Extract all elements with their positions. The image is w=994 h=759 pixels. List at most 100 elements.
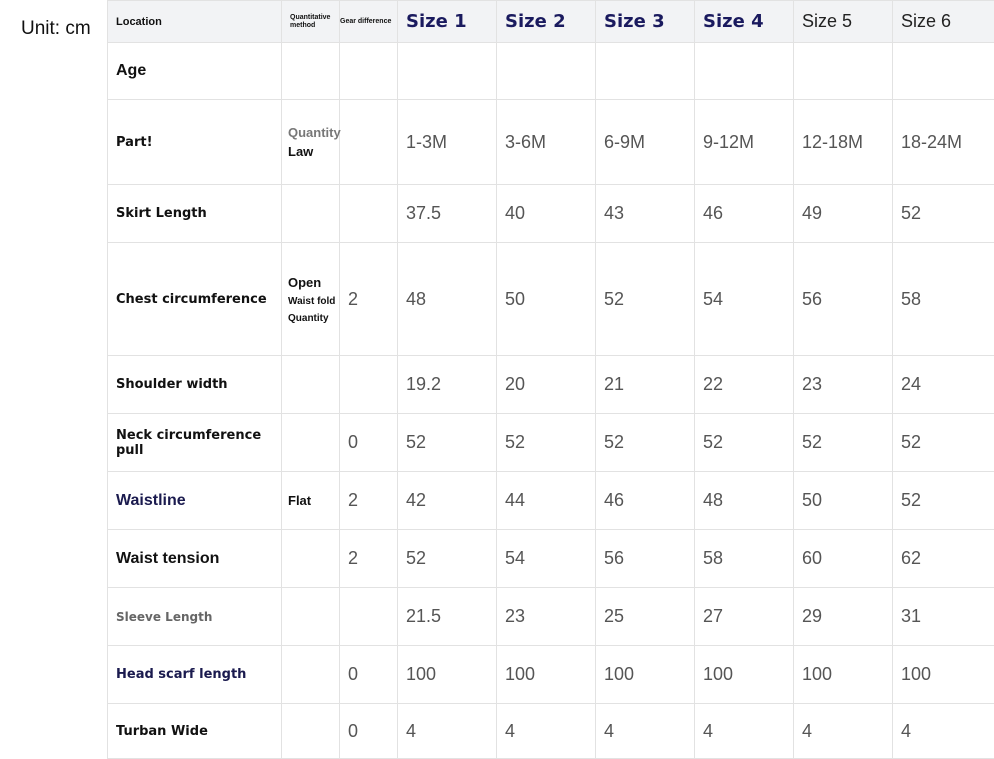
size-value-cell: 18-24M	[892, 99, 994, 185]
row-label: Sleeve Length	[107, 587, 282, 646]
size-value-cell: 48	[397, 242, 497, 356]
method-text: Law	[288, 144, 314, 159]
method-text: Open	[288, 274, 322, 290]
header-method: Quantitative method	[281, 0, 340, 43]
unit-label: Unit: cm	[21, 18, 91, 39]
header-row: Location Quantitative method Gear differ…	[107, 0, 994, 43]
size-value-cell: 21.5	[397, 587, 497, 646]
size-value-cell: 100	[595, 645, 695, 704]
header-size-6: Size 6	[892, 0, 994, 43]
size-value-cell: 1-3M	[397, 99, 497, 185]
table-row: Waistline Flat 2 42 44 46 48 50 52	[107, 471, 994, 530]
size-value-cell: 29	[793, 587, 893, 646]
table-row: Skirt Length 37.5 40 43 46 49 52	[107, 184, 994, 243]
size-value-cell: 46	[694, 184, 794, 243]
size-value-cell: 58	[694, 529, 794, 588]
method-text: Quantity	[288, 312, 329, 324]
size-value-cell: 56	[793, 242, 893, 356]
row-label: Skirt Length	[107, 184, 282, 243]
size-value-cell: 49	[793, 184, 893, 243]
size-value-cell: 58	[892, 242, 994, 356]
size-value-cell: 52	[397, 413, 497, 472]
row-label: Waist tension	[107, 529, 282, 588]
method-text: Waist fold	[288, 295, 336, 307]
method-text: Quantity	[288, 125, 341, 140]
gear-difference-cell: 0	[339, 645, 398, 704]
header-size-1: Size 1	[397, 0, 497, 43]
size-value-cell: 23	[496, 587, 596, 646]
row-label: Chest circumference	[107, 242, 282, 356]
method-cell	[281, 413, 340, 472]
size-value-cell: 52	[892, 413, 994, 472]
gear-difference-cell: 2	[339, 471, 398, 530]
size-value-cell: 50	[496, 242, 596, 356]
size-value-cell: 52	[595, 413, 695, 472]
row-label: Head scarf length	[107, 645, 282, 704]
gear-difference-cell: 0	[339, 703, 398, 759]
method-cell: Quantity Law	[281, 99, 341, 185]
size-value-cell: 20	[496, 355, 596, 414]
gear-difference-cell: 0	[339, 413, 398, 472]
size-value-cell: 52	[892, 184, 994, 243]
size-chart-table: Location Quantitative method Gear differ…	[107, 0, 994, 759]
size-value-cell: 52	[793, 413, 893, 472]
size-value-cell: 100	[892, 645, 994, 704]
table-row: Part! Quantity Law 1-3M 3-6M 6-9M 9-12M 12-18M 1…	[107, 99, 994, 185]
size-value-cell: 4	[793, 703, 893, 759]
header-gear: Gear difference	[339, 0, 398, 43]
size-value-cell: 4	[397, 703, 497, 759]
size-value-cell: 44	[496, 471, 596, 530]
size-value-cell: 21	[595, 355, 695, 414]
size-value-cell: 6-9M	[595, 99, 695, 185]
size-value-cell: 40	[496, 184, 596, 243]
size-value-cell	[892, 42, 994, 100]
gear-difference-cell	[339, 587, 398, 646]
method-cell	[281, 645, 340, 704]
method-cell	[281, 42, 340, 100]
row-label: Shoulder width	[107, 355, 282, 414]
size-value-cell: 4	[595, 703, 695, 759]
size-value-cell: 19.2	[397, 355, 497, 414]
row-label: Part!	[107, 99, 282, 185]
size-value-cell: 37.5	[397, 184, 497, 243]
method-cell	[281, 587, 340, 646]
row-label: Waistline	[107, 471, 282, 530]
table-row: Neck circumference pull 0 52 52 52 52 52 52	[107, 413, 994, 472]
table-row: Sleeve Length 21.5 23 25 27 29 31	[107, 587, 994, 646]
method-cell	[281, 355, 340, 414]
size-value-cell: 54	[694, 242, 794, 356]
method-cell	[281, 184, 340, 243]
size-value-cell: 24	[892, 355, 994, 414]
size-value-cell: 60	[793, 529, 893, 588]
size-value-cell: 9-12M	[694, 99, 794, 185]
size-value-cell: 100	[694, 645, 794, 704]
size-value-cell: 100	[793, 645, 893, 704]
size-value-cell: 100	[397, 645, 497, 704]
table-row: Turban Wide 0 4 4 4 4 4 4	[107, 703, 994, 759]
gear-difference-cell	[339, 42, 398, 100]
size-value-cell: 52	[694, 413, 794, 472]
header-size-2: Size 2	[496, 0, 596, 43]
size-value-cell: 56	[595, 529, 695, 588]
size-value-cell: 31	[892, 587, 994, 646]
row-label: Turban Wide	[107, 703, 282, 759]
gear-difference-cell: 2	[339, 529, 398, 588]
size-value-cell	[793, 42, 893, 100]
header-size-5: Size 5	[793, 0, 893, 43]
size-value-cell: 52	[397, 529, 497, 588]
size-value-cell: 23	[793, 355, 893, 414]
size-value-cell	[496, 42, 596, 100]
size-value-cell: 46	[595, 471, 695, 530]
method-text: Flat	[288, 493, 312, 508]
method-cell	[281, 529, 340, 588]
size-value-cell	[595, 42, 695, 100]
size-value-cell: 52	[595, 242, 695, 356]
gear-difference-cell	[339, 99, 398, 185]
row-label: Age	[107, 42, 282, 100]
size-value-cell: 54	[496, 529, 596, 588]
size-value-cell: 3-6M	[496, 99, 596, 185]
size-value-cell: 12-18M	[793, 99, 893, 185]
table-row: Shoulder width 19.2 20 21 22 23 24	[107, 355, 994, 414]
gear-difference-cell	[339, 184, 398, 243]
table-row: Age	[107, 42, 994, 100]
